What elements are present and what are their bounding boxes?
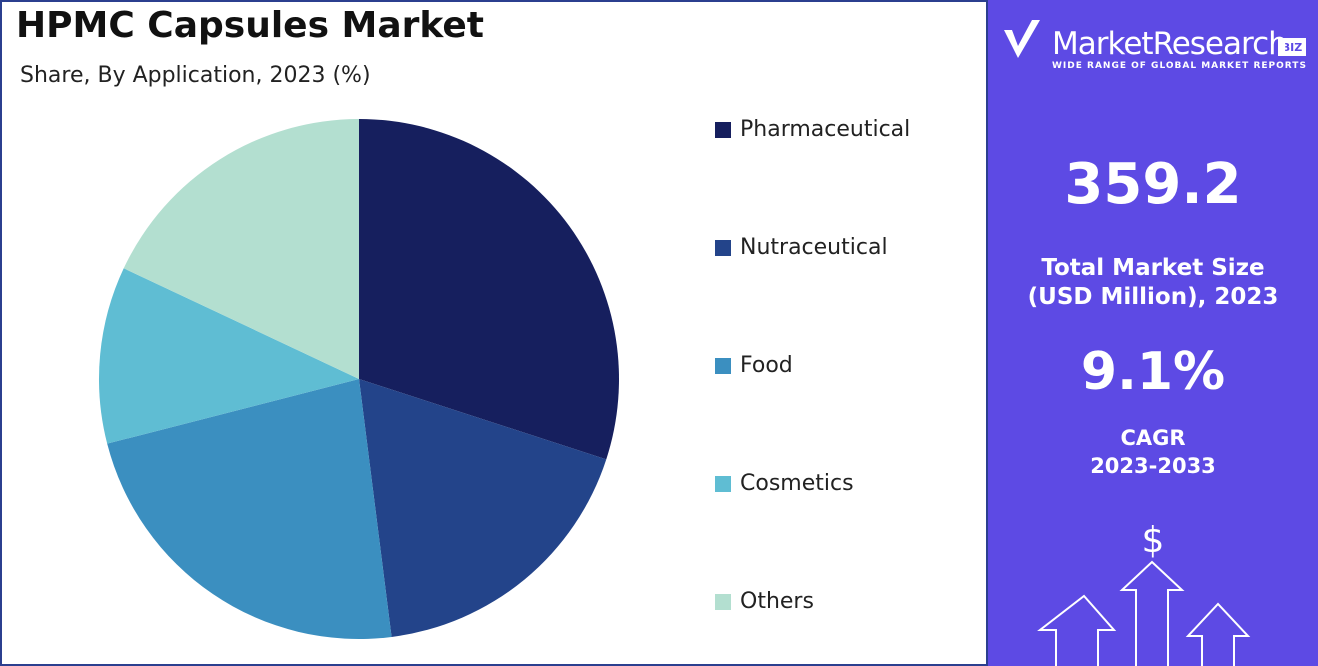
brand-logo	[1004, 20, 1040, 58]
chart-title: HPMC Capsules Market	[16, 5, 484, 46]
side-panel: BIZ MarketResearch WIDE RANGE OF GLOBAL …	[988, 0, 1318, 666]
pie-slice	[107, 379, 392, 639]
cagr-value: 9.1%	[1080, 342, 1226, 402]
pie-slice	[359, 119, 620, 460]
legend-swatch	[715, 122, 731, 138]
pie-slice	[99, 268, 360, 444]
market-size-label: Total Market Size	[1041, 255, 1265, 281]
legend-label: Others	[740, 589, 814, 614]
market-size-label: (USD Million), 2023	[1027, 284, 1279, 310]
brand-tagline: WIDE RANGE OF GLOBAL MARKET REPORTS	[1052, 61, 1307, 71]
brand-tag: BIZ	[1282, 41, 1302, 54]
legend-swatch	[715, 594, 731, 610]
brand-name: MarketResearch	[1052, 26, 1288, 62]
legend-swatch	[715, 476, 731, 492]
dollar-icon: $	[1141, 520, 1165, 561]
legend-swatch	[715, 240, 731, 256]
legend-label: Cosmetics	[740, 471, 854, 496]
market-size: 359.2	[1064, 152, 1242, 217]
cagr-label: 2023-2033	[1090, 454, 1216, 478]
pie-slice	[123, 119, 359, 379]
legend-label: Pharmaceutical	[740, 117, 910, 142]
legend-label: Food	[740, 353, 793, 378]
panel-graphics: BIZ	[1004, 20, 1306, 666]
legend-swatch	[715, 358, 731, 374]
brand-tag-box	[1278, 38, 1306, 56]
pie-slice	[359, 379, 607, 637]
chart-subtitle: Share, By Application, 2023 (%)	[20, 63, 371, 88]
legend-label: Nutraceutical	[740, 235, 888, 260]
cagr-label: CAGR	[1120, 426, 1186, 450]
growth-arrows	[1037, 560, 1251, 666]
chart: HPMC Capsules Market Share, By Applicati…	[0, 0, 988, 666]
